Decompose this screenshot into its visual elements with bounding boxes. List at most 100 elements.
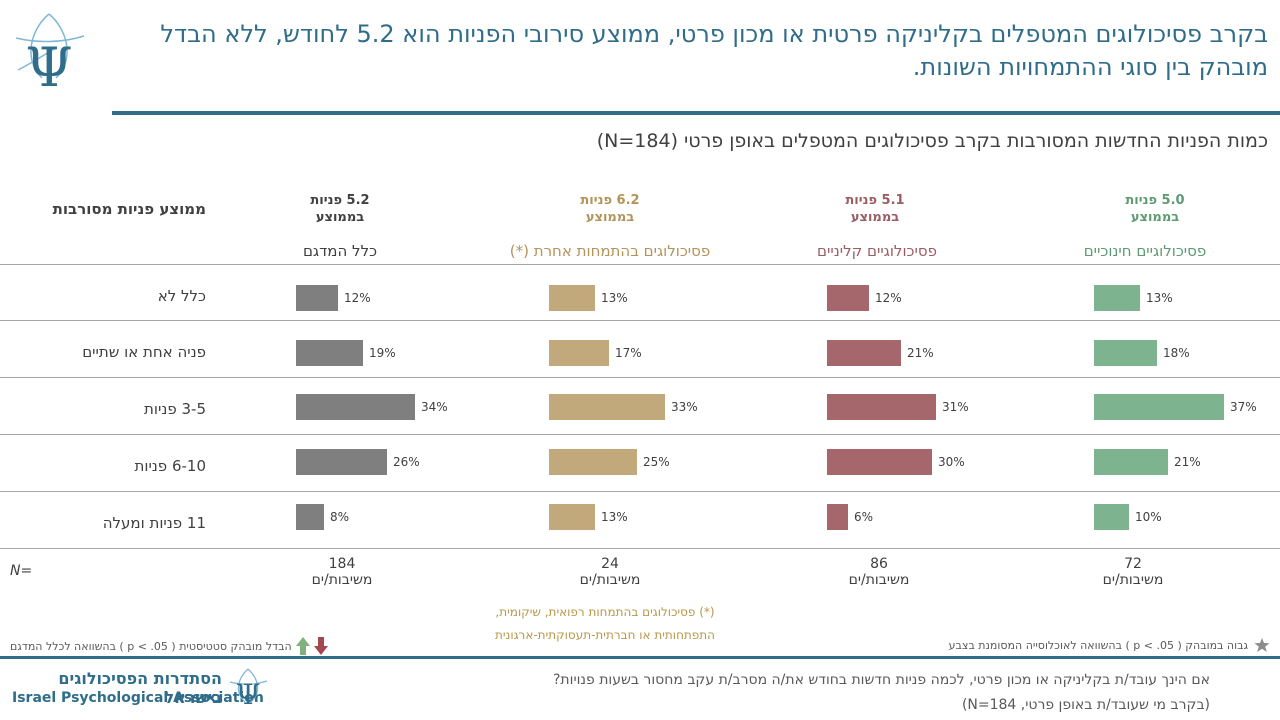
bar-value-label: 12% bbox=[875, 291, 902, 305]
bar-value-label: 30% bbox=[938, 455, 965, 469]
arrow-legend-text: הבדל מובהק סטטיסטית ( p < .05 ) בהשוואה … bbox=[10, 639, 292, 653]
grid-line bbox=[0, 491, 1280, 492]
legend-educational: פסיכולוגיים חינוכיים bbox=[1083, 242, 1207, 260]
grid-line bbox=[0, 264, 1280, 265]
bar-value-label: 34% bbox=[421, 400, 448, 414]
row-label-three-five: 3-5 פניות bbox=[144, 400, 206, 418]
n-unit: משיבות/ים bbox=[311, 572, 373, 588]
survey-question-note: (בקרב מי שעובד/ת באופן פרטי, N=184) bbox=[961, 697, 1210, 713]
col-avg-value: 5.2 פניות bbox=[310, 193, 370, 208]
bar bbox=[827, 285, 869, 311]
col-avg-clinical: 5.1 פניות בממוצע bbox=[745, 192, 1005, 226]
chart-title: כמות הפניות החדשות המסורבות בקרב פסיכולו… bbox=[596, 130, 1268, 152]
col-avg-educational: 5.0 פניות בממוצע bbox=[1025, 192, 1280, 226]
bar bbox=[827, 449, 932, 475]
arrow-up-icon bbox=[295, 637, 310, 655]
bar-value-label: 13% bbox=[601, 510, 628, 524]
n-unit: משיבות/ים bbox=[848, 572, 910, 588]
col-avg-all: 5.2 פניות בממוצע bbox=[210, 192, 470, 226]
bar bbox=[1094, 504, 1129, 530]
row-label-eleven-plus: 11 פניות ומעלה bbox=[102, 514, 206, 532]
bar bbox=[1094, 449, 1168, 475]
legend-all: כלל המדגם bbox=[302, 242, 378, 260]
bar bbox=[549, 504, 595, 530]
n-caption: N= bbox=[10, 563, 33, 579]
bar bbox=[827, 340, 901, 366]
n-value: 86 bbox=[870, 556, 888, 572]
legend-clinical: פסיכולוגיים קליניים bbox=[817, 242, 937, 260]
bar-value-label: 19% bbox=[369, 346, 396, 360]
legend-other: פסיכולוגים בהתמחות אחרת (*) bbox=[509, 242, 711, 260]
association-name-hebrew: הסתדרות הפסיכולוגים בישראל bbox=[58, 669, 222, 707]
bar bbox=[1094, 340, 1157, 366]
significance-arrow-legend: הבדל מובהק סטטיסטית ( p < .05 ) בהשוואה … bbox=[10, 637, 328, 655]
bar-value-label: 25% bbox=[643, 455, 670, 469]
col-avg-value: 5.0 פניות bbox=[1125, 193, 1185, 208]
bar bbox=[296, 340, 363, 366]
n-clinical: 86 משיבות/ים bbox=[779, 556, 979, 588]
n-unit: משיבות/ים bbox=[1102, 572, 1164, 588]
row-header-title: ממוצע פניות מסורבות bbox=[52, 200, 206, 218]
bar-value-label: 10% bbox=[1135, 510, 1162, 524]
bar-value-label: 37% bbox=[1230, 400, 1257, 414]
bar-value-label: 13% bbox=[601, 291, 628, 305]
bar bbox=[1094, 285, 1140, 311]
n-all: 184 משיבות/ים bbox=[242, 556, 442, 588]
ipa-logo: Ψ bbox=[15, 13, 85, 99]
col-avg-unit: בממוצע bbox=[585, 210, 635, 225]
bar-value-label: 21% bbox=[1174, 455, 1201, 469]
col-avg-other: 6.2 פניות בממוצע bbox=[480, 192, 740, 226]
n-value: 184 bbox=[328, 556, 356, 572]
row-label-one-two: פניה אחת או שתיים bbox=[82, 343, 206, 361]
n-educational: 72 משיבות/ים bbox=[1033, 556, 1233, 588]
bar bbox=[296, 504, 324, 530]
grid-line bbox=[0, 320, 1280, 321]
footnote-line-1: (*) פסיכולוגים בהתמחות רפואית, שיקומית, bbox=[495, 605, 715, 619]
association-name-english: Israel Psychological Association bbox=[12, 690, 264, 706]
n-other: 24 משיבות/ים bbox=[510, 556, 710, 588]
significance-star-legend: גבוה במובהק ( p < .05 ) בהשוואה לאוכלוסי… bbox=[949, 637, 1270, 653]
psi-logo-icon: Ψ bbox=[229, 668, 268, 710]
bar-value-label: 13% bbox=[1146, 291, 1173, 305]
grid-line bbox=[0, 434, 1280, 435]
col-avg-unit: בממוצע bbox=[850, 210, 900, 225]
survey-question-text: אם הינך עובד/ת בקליניקה או מכון פרטי, לכ… bbox=[553, 672, 1210, 688]
bar bbox=[296, 449, 387, 475]
bar bbox=[296, 285, 338, 311]
bar bbox=[549, 340, 609, 366]
col-avg-unit: בממוצע bbox=[315, 210, 365, 225]
star-icon bbox=[1254, 638, 1270, 652]
bar bbox=[549, 394, 665, 420]
ipa-logo-small: Ψ bbox=[229, 668, 268, 710]
bar-value-label: 26% bbox=[393, 455, 420, 469]
row-label-none: כלל לא bbox=[157, 287, 206, 305]
header-divider bbox=[112, 111, 1280, 115]
survey-question: אם הינך עובד/ת בקליניקה או מכון פרטי, לכ… bbox=[380, 668, 1210, 718]
bar-value-label: 18% bbox=[1163, 346, 1190, 360]
page-headline: בקרב פסיכולוגים המטפלים בקליניקה פרטית א… bbox=[160, 20, 1268, 81]
bar-value-label: 33% bbox=[671, 400, 698, 414]
bar-value-label: 21% bbox=[907, 346, 934, 360]
svg-text:Ψ: Ψ bbox=[236, 678, 261, 710]
col-avg-value: 6.2 פניות bbox=[580, 193, 640, 208]
footnote-line-2: התפתחותית או חברתית-תעסוקתית-ארגונית bbox=[494, 628, 716, 642]
bar-value-label: 17% bbox=[615, 346, 642, 360]
n-value: 24 bbox=[601, 556, 619, 572]
bar bbox=[549, 449, 637, 475]
bar bbox=[1094, 394, 1224, 420]
n-unit: משיבות/ים bbox=[579, 572, 641, 588]
arrow-down-icon bbox=[313, 637, 328, 655]
footer-divider bbox=[0, 656, 1280, 659]
col-avg-unit: בממוצע bbox=[1130, 210, 1180, 225]
bar-value-label: 31% bbox=[942, 400, 969, 414]
star-legend-text: גבוה במובהק ( p < .05 ) בהשוואה לאוכלוסי… bbox=[948, 638, 1248, 652]
bar-value-label: 12% bbox=[344, 291, 371, 305]
row-label-six-ten: 6-10 פניות bbox=[134, 457, 207, 475]
n-value: 72 bbox=[1124, 556, 1142, 572]
grid-line bbox=[0, 548, 1280, 549]
bar bbox=[827, 394, 936, 420]
bar-value-label: 6% bbox=[854, 510, 874, 524]
col-avg-value: 5.1 פניות bbox=[845, 193, 905, 208]
psi-logo-icon: Ψ bbox=[15, 13, 85, 99]
bar bbox=[827, 504, 848, 530]
